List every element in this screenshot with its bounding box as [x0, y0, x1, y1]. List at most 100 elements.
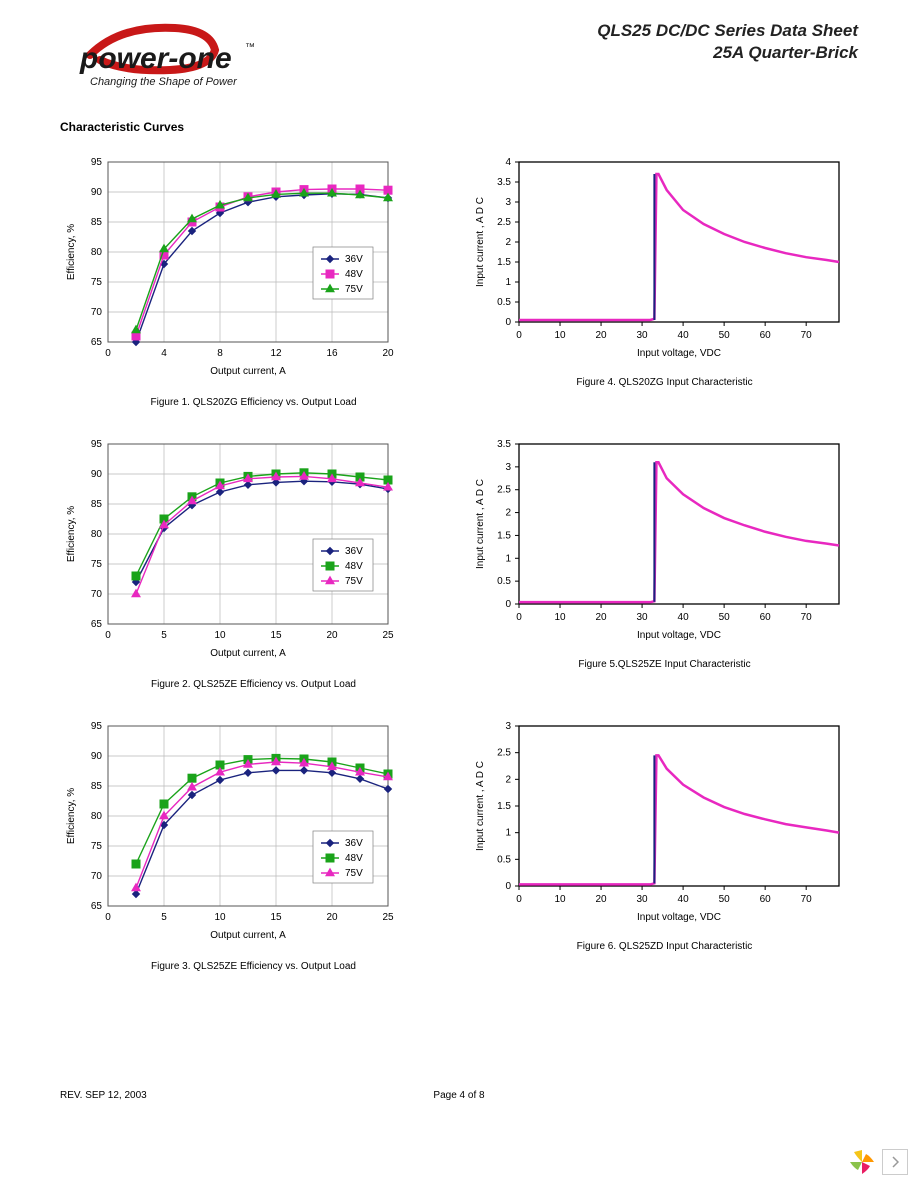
- svg-text:1.5: 1.5: [497, 530, 511, 541]
- svg-text:15: 15: [270, 630, 282, 641]
- svg-text:3: 3: [505, 721, 511, 732]
- svg-text:Efficiency, %: Efficiency, %: [66, 788, 77, 844]
- svg-text:36V: 36V: [345, 546, 363, 557]
- svg-text:0: 0: [516, 894, 522, 905]
- svg-text:20: 20: [595, 894, 607, 905]
- svg-text:90: 90: [91, 751, 103, 762]
- svg-text:60: 60: [760, 612, 772, 623]
- svg-text:5: 5: [161, 912, 167, 923]
- svg-text:0: 0: [105, 630, 111, 641]
- title-line1: QLS25 DC/DC Series Data Sheet: [597, 20, 858, 42]
- svg-text:0: 0: [505, 881, 511, 892]
- svg-text:75V: 75V: [345, 576, 363, 587]
- svg-text:0: 0: [505, 599, 511, 610]
- svg-text:25: 25: [382, 630, 394, 641]
- svg-text:75V: 75V: [345, 868, 363, 879]
- svg-text:30: 30: [637, 612, 649, 623]
- svg-text:Output current, A: Output current, A: [210, 648, 286, 659]
- svg-text:0: 0: [516, 330, 522, 341]
- svg-text:70: 70: [91, 871, 103, 882]
- svg-text:65: 65: [91, 337, 103, 348]
- svg-text:4: 4: [161, 348, 167, 359]
- nav-logo-icon: [846, 1146, 878, 1178]
- svg-text:20: 20: [595, 612, 607, 623]
- svg-text:Input voltage, VDC: Input voltage, VDC: [637, 348, 721, 359]
- section-heading: Characteristic Curves: [60, 120, 858, 134]
- svg-text:Output current, A: Output current, A: [210, 930, 286, 941]
- svg-text:75: 75: [91, 841, 103, 852]
- svg-text:20: 20: [382, 348, 394, 359]
- svg-text:80: 80: [91, 247, 103, 258]
- svg-text:15: 15: [270, 912, 282, 923]
- svg-text:0: 0: [516, 612, 522, 623]
- svg-text:Output current, A: Output current, A: [210, 366, 286, 377]
- svg-text:™: ™: [245, 42, 255, 53]
- svg-text:3: 3: [505, 462, 511, 473]
- svg-text:80: 80: [91, 529, 103, 540]
- nav-widget: [846, 1146, 908, 1178]
- svg-text:1.5: 1.5: [497, 801, 511, 812]
- svg-text:3.5: 3.5: [497, 177, 511, 188]
- figure-5: 01020304050607000.511.522.533.5Input vol…: [471, 436, 858, 700]
- svg-text:10: 10: [554, 894, 566, 905]
- logo-main-text: power-one: [79, 42, 232, 75]
- svg-text:3.5: 3.5: [497, 439, 511, 450]
- svg-text:65: 65: [91, 901, 103, 912]
- svg-text:20: 20: [595, 330, 607, 341]
- svg-text:8: 8: [217, 348, 223, 359]
- svg-text:80: 80: [91, 811, 103, 822]
- charts-grid: 0481216206570758085909536V48V75VOutput c…: [60, 154, 858, 982]
- svg-text:2: 2: [505, 774, 511, 785]
- svg-text:70: 70: [801, 612, 813, 623]
- nav-next-button[interactable]: [882, 1149, 908, 1175]
- svg-text:10: 10: [554, 330, 566, 341]
- svg-text:10: 10: [554, 612, 566, 623]
- svg-text:40: 40: [678, 612, 690, 623]
- svg-text:48V: 48V: [345, 853, 363, 864]
- figure-3: 05101520256570758085909536V48V75VOutput …: [60, 718, 447, 982]
- svg-text:40: 40: [678, 894, 690, 905]
- svg-text:0: 0: [505, 317, 511, 328]
- svg-text:70: 70: [91, 589, 103, 600]
- svg-text:95: 95: [91, 721, 103, 732]
- svg-text:20: 20: [326, 912, 338, 923]
- svg-text:3: 3: [505, 197, 511, 208]
- svg-text:1: 1: [505, 828, 511, 839]
- svg-text:0.5: 0.5: [497, 297, 511, 308]
- svg-text:Input current , A D C: Input current , A D C: [475, 197, 486, 287]
- svg-text:50: 50: [719, 612, 731, 623]
- svg-text:30: 30: [637, 330, 649, 341]
- figure-4-caption: Figure 4. QLS20ZG Input Characteristic: [471, 377, 858, 388]
- svg-text:Efficiency, %: Efficiency, %: [66, 224, 77, 280]
- footer-page: Page 4 of 8: [0, 1090, 918, 1101]
- svg-text:12: 12: [270, 348, 282, 359]
- svg-text:1: 1: [505, 277, 511, 288]
- svg-text:65: 65: [91, 619, 103, 630]
- page-footer: REV. SEP 12, 2003 Page 4 of 8: [0, 1090, 918, 1101]
- svg-text:70: 70: [91, 307, 103, 318]
- svg-text:2: 2: [505, 237, 511, 248]
- svg-text:Input current , A D C: Input current , A D C: [475, 479, 486, 569]
- svg-text:36V: 36V: [345, 838, 363, 849]
- svg-text:48V: 48V: [345, 269, 363, 280]
- figure-5-caption: Figure 5.QLS25ZE Input Characteristic: [471, 659, 858, 670]
- svg-text:2.5: 2.5: [497, 217, 511, 228]
- svg-text:70: 70: [801, 330, 813, 341]
- svg-text:50: 50: [719, 330, 731, 341]
- svg-text:0: 0: [105, 348, 111, 359]
- svg-text:36V: 36V: [345, 254, 363, 265]
- svg-text:85: 85: [91, 499, 103, 510]
- svg-text:95: 95: [91, 439, 103, 450]
- chevron-right-icon: [891, 1156, 899, 1168]
- svg-text:75: 75: [91, 277, 103, 288]
- svg-text:40: 40: [678, 330, 690, 341]
- svg-text:25: 25: [382, 912, 394, 923]
- svg-text:95: 95: [91, 157, 103, 168]
- svg-text:60: 60: [760, 330, 772, 341]
- svg-text:90: 90: [91, 187, 103, 198]
- svg-text:48V: 48V: [345, 561, 363, 572]
- title-line2: 25A Quarter-Brick: [597, 42, 858, 64]
- svg-text:75V: 75V: [345, 284, 363, 295]
- svg-text:10: 10: [214, 630, 226, 641]
- figure-1: 0481216206570758085909536V48V75VOutput c…: [60, 154, 447, 418]
